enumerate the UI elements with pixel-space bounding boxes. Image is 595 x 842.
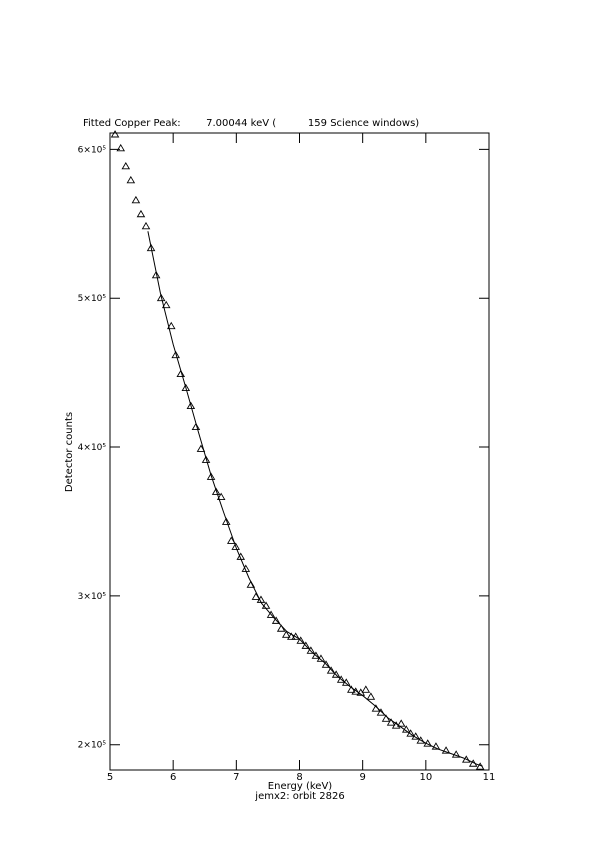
data-point bbox=[311, 651, 321, 659]
data-point bbox=[121, 161, 131, 170]
data-point bbox=[201, 455, 211, 463]
data-point bbox=[451, 750, 461, 758]
data-point bbox=[126, 175, 136, 184]
plot-frame bbox=[109, 132, 490, 771]
chart-title: Fitted Copper Peak: 7.00044 keV ( 159 Sc… bbox=[83, 118, 419, 129]
data-point bbox=[276, 624, 286, 632]
y-tick-label: 6×10⁵ bbox=[78, 145, 107, 155]
data-point bbox=[386, 718, 396, 726]
data-point bbox=[396, 719, 406, 727]
data-point bbox=[266, 610, 276, 618]
data-point bbox=[351, 687, 361, 695]
subtitle: jemx2: orbit 2826 bbox=[254, 791, 344, 802]
data-point bbox=[110, 130, 120, 138]
data-point bbox=[191, 422, 201, 431]
y-tick-label: 3×10⁵ bbox=[78, 592, 107, 602]
data-point bbox=[116, 143, 126, 152]
fit-line bbox=[147, 231, 483, 767]
y-tick-label: 5×10⁵ bbox=[78, 294, 107, 304]
data-point bbox=[296, 636, 306, 644]
data-point bbox=[211, 487, 221, 495]
data-point bbox=[181, 383, 191, 392]
data-point bbox=[176, 369, 186, 378]
data-point bbox=[161, 300, 171, 309]
data-point bbox=[336, 675, 346, 683]
y-tick-label: 4×10⁵ bbox=[78, 443, 107, 453]
data-point bbox=[376, 708, 386, 716]
data-point bbox=[186, 401, 196, 410]
data-point bbox=[226, 536, 236, 544]
data-point bbox=[281, 630, 291, 638]
x-tick-label: 10 bbox=[419, 772, 432, 783]
x-tick-label: 5 bbox=[107, 772, 113, 783]
data-point bbox=[416, 736, 426, 744]
data-point bbox=[151, 270, 161, 279]
data-point bbox=[441, 746, 451, 754]
data-point bbox=[271, 616, 281, 624]
data-point bbox=[206, 472, 216, 480]
data-point bbox=[461, 755, 471, 763]
data-point bbox=[166, 321, 176, 330]
data-point bbox=[326, 666, 336, 674]
data-point bbox=[231, 542, 240, 550]
data-point bbox=[301, 641, 311, 649]
x-tick-label: 7 bbox=[233, 772, 239, 783]
data-point bbox=[287, 632, 296, 640]
x-tick-label: 8 bbox=[296, 772, 302, 783]
data-point bbox=[306, 646, 316, 654]
x-axis-label: Energy (keV) bbox=[268, 781, 333, 792]
data-point bbox=[136, 209, 146, 218]
data-point bbox=[216, 492, 226, 500]
y-tick-label: 2×10⁵ bbox=[78, 741, 107, 751]
data-point bbox=[361, 685, 371, 693]
x-tick-label: 9 bbox=[359, 772, 365, 783]
data-point bbox=[131, 195, 141, 204]
y-axis-label: Detector counts bbox=[64, 412, 75, 492]
data-point bbox=[156, 293, 166, 302]
data-point bbox=[366, 692, 376, 700]
data-point bbox=[321, 660, 331, 668]
x-tick-label: 11 bbox=[483, 772, 496, 783]
data-point bbox=[171, 350, 180, 359]
data-point bbox=[141, 221, 151, 230]
data-point bbox=[146, 243, 156, 252]
data-point bbox=[431, 742, 441, 750]
data-point bbox=[221, 517, 231, 525]
data-point bbox=[331, 670, 341, 678]
x-tick-label: 6 bbox=[170, 772, 176, 783]
